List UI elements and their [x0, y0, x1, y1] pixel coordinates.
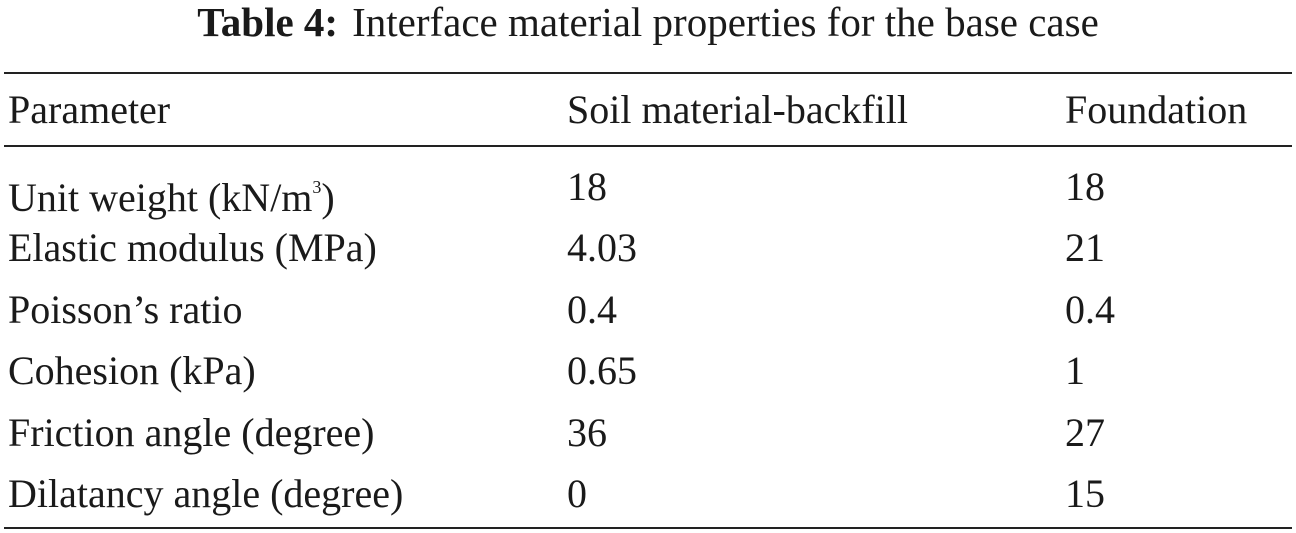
table-cell: 0.65 [567, 348, 637, 394]
table-cell: 21 [1065, 225, 1105, 271]
cell-text: Unit weight (kN/m [8, 175, 313, 220]
header-rule [4, 145, 1292, 147]
table-cell: 18 [1065, 164, 1105, 209]
cell-text: ) [321, 175, 335, 220]
header-cell: Parameter [8, 87, 171, 132]
table-cell: 0.4 [567, 286, 617, 332]
table-cell: Poisson’s ratio [8, 286, 243, 332]
caption-label: Table 4: [197, 0, 339, 45]
top-rule [4, 72, 1292, 74]
table-cell: 0.4 [1065, 286, 1115, 332]
caption-text: Interface material properties for the ba… [352, 0, 1099, 45]
table-cell: 36 [567, 409, 607, 455]
table-cell: Dilatancy angle (degree) [8, 471, 404, 516]
header-cell: Soil material-backfill [567, 87, 908, 132]
table-cell: 18 [567, 164, 607, 209]
table-cell: Cohesion (kPa) [8, 348, 256, 394]
table-cell: Unit weight (kN/m3) [8, 165, 335, 220]
header-cell: Foundation [1065, 87, 1248, 132]
table-cell: 0 [567, 471, 587, 516]
table-cell: Friction angle (degree) [8, 409, 375, 455]
caption: Table 4: Interface material properties fo… [0, 0, 1296, 44]
table-cell: 4.03 [567, 225, 637, 271]
table-cell: 15 [1065, 471, 1105, 516]
table-cell: 27 [1065, 409, 1105, 455]
table-cell: 1 [1065, 348, 1085, 394]
table-cell: Elastic modulus (MPa) [8, 225, 377, 271]
cell-superscript: 3 [312, 177, 322, 197]
bottom-rule [4, 527, 1292, 529]
